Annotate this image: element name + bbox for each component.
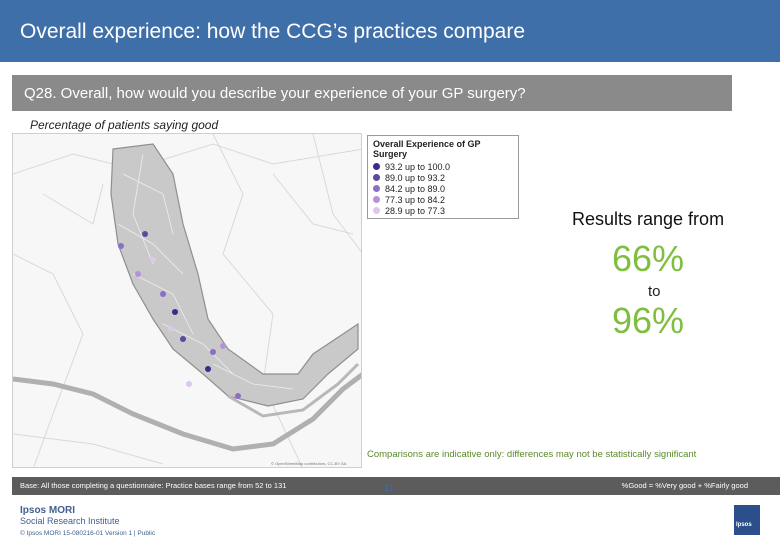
legend-item: 93.2 up to 100.0	[373, 161, 513, 172]
practice-marker	[235, 393, 241, 399]
legend-item: 84.2 up to 89.0	[373, 183, 513, 194]
legend-swatch	[373, 207, 380, 214]
practice-marker	[168, 326, 174, 332]
legend-swatch	[373, 196, 380, 203]
legend-swatch	[373, 163, 380, 170]
slide-title: Overall experience: how the CCG’s practi…	[20, 20, 525, 43]
map-legend: Overall Experience of GP Surgery 93.2 up…	[367, 135, 519, 219]
subtitle: Percentage of patients saying good	[30, 118, 219, 132]
ipsos-brand-text: Ipsos	[736, 522, 752, 528]
river	[13, 372, 361, 452]
good-definition: %Good = %Very good + %Fairly good	[621, 481, 748, 490]
practice-marker	[220, 343, 226, 349]
results-range-label: Results range from	[572, 209, 725, 229]
legend-item-label: 89.0 up to 93.2	[385, 172, 446, 183]
legend-item-label: 28.9 up to 77.3	[385, 205, 446, 216]
legend-swatch	[373, 174, 380, 181]
practice-marker	[180, 336, 186, 342]
comparison-note: Comparisons are indicative only: differe…	[367, 449, 697, 460]
page-number: 11	[384, 483, 394, 493]
practice-markers	[118, 231, 241, 399]
results-to-label: to	[648, 283, 661, 300]
practice-marker	[186, 381, 192, 387]
question-text: Q28. Overall, how would you describe you…	[24, 85, 526, 102]
base-text: Base: All those completing a questionnai…	[20, 481, 287, 490]
map-graphic: © OpenStreetMap contributors, CC-BY-SA	[13, 134, 361, 467]
legend-item-label: 93.2 up to 100.0	[385, 161, 451, 172]
social-research-institute-logo: Social Research Institute	[20, 516, 120, 526]
question-bar: Q28. Overall, how would you describe you…	[12, 75, 732, 111]
practice-marker	[172, 309, 178, 315]
practice-marker	[142, 231, 148, 237]
practice-marker	[205, 366, 211, 372]
practice-map: © OpenStreetMap contributors, CC-BY-SA	[12, 133, 362, 468]
practice-marker	[210, 349, 216, 355]
legend-item: 28.9 up to 77.3	[373, 205, 513, 216]
borough-area	[110, 143, 359, 407]
base-bar: Base: All those completing a questionnai…	[12, 477, 780, 495]
legend-item-label: 84.2 up to 89.0	[385, 183, 446, 194]
ipsos-mori-logo: Ipsos MORI	[20, 505, 76, 516]
legend-item-label: 77.3 up to 84.2	[385, 194, 446, 205]
results-max-value: 96%	[612, 300, 685, 341]
copyright-text: © Ipsos MORI 15-080216-01 Version 1 | Pu…	[20, 530, 156, 537]
legend-item: 77.3 up to 84.2	[373, 194, 513, 205]
practice-marker	[160, 291, 166, 297]
results-min-value: 66%	[612, 238, 685, 279]
practice-marker	[118, 243, 124, 249]
legend-swatch	[373, 185, 380, 192]
practice-marker	[150, 257, 156, 263]
practice-marker	[135, 271, 141, 277]
river-bend	[227, 362, 360, 418]
header-bar: Overall experience: how the CCG’s practi…	[0, 0, 780, 62]
legend-title: Overall Experience of GP Surgery	[373, 139, 481, 159]
ipsos-brand-icon: Ipsos	[734, 505, 760, 535]
legend-item: 89.0 up to 93.2	[373, 172, 513, 183]
map-attribution: © OpenStreetMap contributors, CC-BY-SA	[271, 461, 347, 466]
